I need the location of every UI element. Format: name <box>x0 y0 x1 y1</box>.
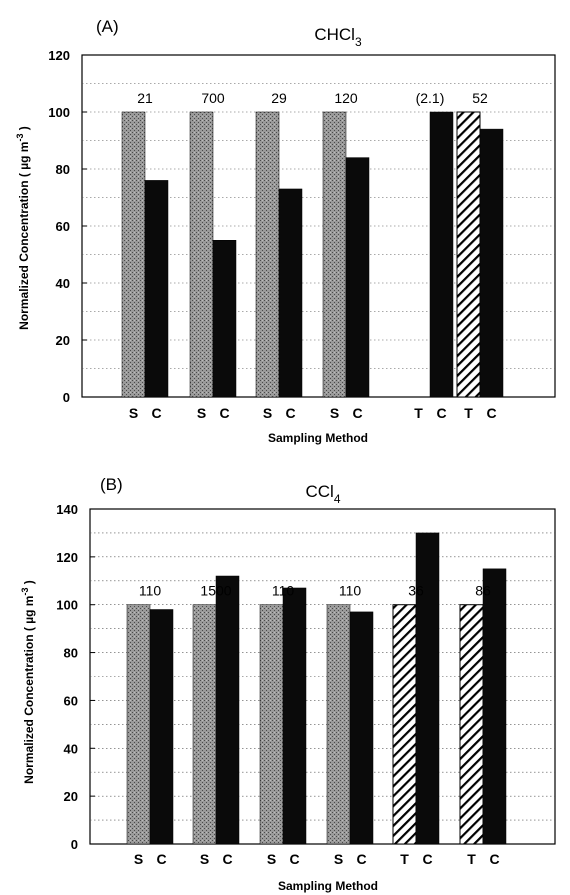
y-tick-label: 100 <box>56 598 78 613</box>
bar-s <box>121 111 146 398</box>
bar-c <box>149 609 174 845</box>
bar-s <box>322 111 347 398</box>
y-tick-label: 80 <box>64 646 78 661</box>
bar-c <box>415 532 440 845</box>
y-tick-label: 120 <box>48 48 70 63</box>
x-tick-label: C <box>436 405 446 421</box>
x-tick-label: S <box>267 851 276 867</box>
data-label: 700 <box>201 90 225 106</box>
x-tick-label: C <box>156 851 166 867</box>
bar-c <box>278 188 303 398</box>
x-tick-label: S <box>200 851 209 867</box>
chart-title-b: CCl4 <box>305 482 340 506</box>
y-tick-label: 80 <box>56 162 70 177</box>
x-tick-label: S <box>129 405 138 421</box>
y-tick-label: 40 <box>56 276 70 291</box>
bar-c <box>212 240 237 398</box>
bar-s <box>126 604 151 845</box>
bar-c <box>282 587 307 845</box>
data-label: 86 <box>475 583 491 599</box>
x-tick-label: T <box>467 851 476 867</box>
data-label: 120 <box>334 90 358 106</box>
data-label: 52 <box>472 90 488 106</box>
bar-c <box>144 180 169 398</box>
x-tick-label: T <box>414 405 423 421</box>
x-tick-label: C <box>222 851 232 867</box>
bar-t <box>456 111 481 398</box>
x-tick-label: S <box>330 405 339 421</box>
x-tick-label: S <box>334 851 343 867</box>
data-label: 110 <box>339 583 362 599</box>
bar-s <box>189 111 214 398</box>
data-label: 110 <box>139 583 162 599</box>
chart-title-a: CHCl3 <box>314 25 362 49</box>
x-tick-label: S <box>263 405 272 421</box>
x-tick-label: C <box>285 405 295 421</box>
y-axis-title-a: Normalized Concentration ( µg m-3 ) <box>15 126 31 330</box>
x-tick-label: T <box>464 405 473 421</box>
x-tick-label: C <box>219 405 229 421</box>
y-tick-label: 20 <box>64 789 78 804</box>
x-tick-label: C <box>289 851 299 867</box>
x-tick-label: C <box>486 405 496 421</box>
data-label: 21 <box>137 90 153 106</box>
bar-s <box>326 604 351 845</box>
x-tick-label: S <box>134 851 143 867</box>
bar-c <box>429 111 454 398</box>
x-tick-label: C <box>489 851 499 867</box>
bar-s <box>255 111 280 398</box>
y-tick-label: 20 <box>56 333 70 348</box>
x-axis-title-b: Sampling Method <box>278 879 378 893</box>
data-label: 110 <box>272 583 295 599</box>
x-tick-label: C <box>356 851 366 867</box>
bar-s <box>192 604 217 845</box>
bar-c <box>349 611 374 845</box>
y-tick-label: 60 <box>64 693 78 708</box>
data-label: 36 <box>408 583 424 599</box>
data-label: 29 <box>271 90 287 106</box>
bar-c <box>479 128 504 398</box>
y-tick-label: 40 <box>64 741 78 756</box>
bar-t <box>459 604 484 845</box>
y-tick-label: 120 <box>56 550 78 565</box>
y-tick-label: 60 <box>56 219 70 234</box>
panel-label-a: (A) <box>96 17 119 36</box>
x-tick-label: T <box>400 851 409 867</box>
bar-t <box>392 604 417 845</box>
y-tick-label: 140 <box>56 502 78 517</box>
x-axis-title-a: Sampling Method <box>268 431 368 445</box>
y-tick-label: 0 <box>71 837 78 852</box>
data-label: (2.1) <box>416 90 445 106</box>
x-tick-label: C <box>151 405 161 421</box>
panel-label-b: (B) <box>100 475 123 494</box>
x-tick-label: C <box>422 851 432 867</box>
y-tick-label: 100 <box>48 105 70 120</box>
data-label: 1500 <box>200 583 231 599</box>
bar-c <box>482 568 507 845</box>
bar-s <box>259 604 284 845</box>
x-tick-label: C <box>352 405 362 421</box>
x-tick-label: S <box>197 405 206 421</box>
y-tick-label: 0 <box>63 390 70 405</box>
bar-c <box>215 575 240 845</box>
y-axis-title-b: Normalized Concentration ( µg m-3 ) <box>20 580 36 784</box>
bar-c <box>345 157 370 398</box>
